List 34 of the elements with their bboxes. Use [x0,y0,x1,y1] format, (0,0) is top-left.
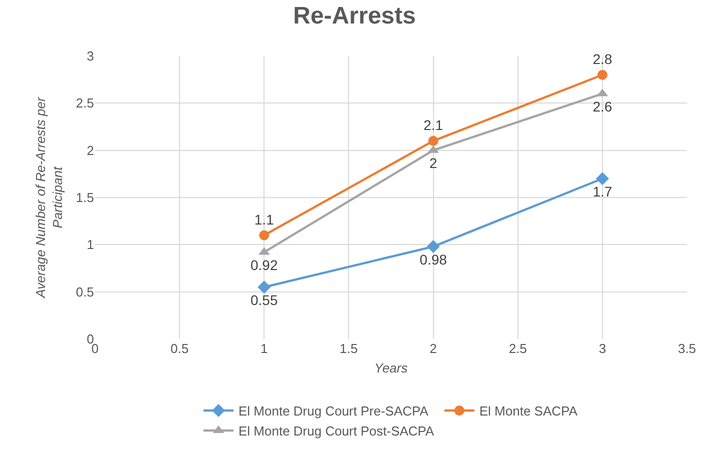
chart-title: Re-Arrests [293,2,416,30]
point [259,230,270,240]
data-label: 2 [429,155,438,172]
x-tick-label: 3.5 [678,341,696,356]
data-label: 1.7 [592,183,612,200]
point [428,136,438,146]
data-label: 0.55 [250,292,278,308]
data-label: 2.8 [592,51,612,68]
x-tick-label: 2.5 [508,341,527,356]
point [596,172,609,186]
x-tick-label: 1.5 [340,341,358,356]
y-tick-label: 2.5 [76,96,94,111]
y-tick-label: 1 [86,237,94,252]
x-axis-title: Years [374,360,408,376]
x-tick-label: 0.5 [170,341,189,356]
y-tick-label: 3 [86,48,94,64]
y-tick-label: 2 [86,142,94,158]
point [597,70,608,80]
data-label: 0.98 [420,251,448,268]
x-tick-label: 3 [598,341,606,356]
legend-label: El Monte SACPA [479,404,578,419]
x-tick-label: 1 [260,341,268,356]
point [426,240,440,254]
point [258,280,271,294]
y-tick-label: 1.5 [76,190,94,206]
x-tick-label: 2 [430,341,437,356]
y-tick-label: 0.5 [76,284,94,300]
data-label: 2.6 [592,98,612,114]
legend-label: El Monte Drug Court Pre-SACPA [238,404,429,419]
data-label: 1.1 [254,211,274,228]
data-label: 2.1 [424,117,444,134]
data-label: 0.92 [250,256,278,273]
legend-label: El Monte Drug Court Post-SACPA [238,424,434,439]
y-axis-title: Average Number of Re-Arrests per Participant [32,96,65,299]
